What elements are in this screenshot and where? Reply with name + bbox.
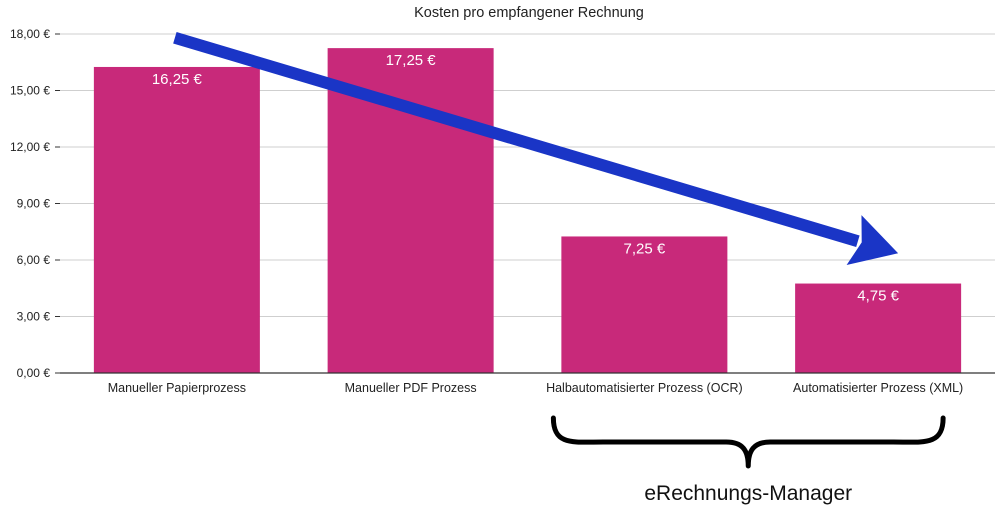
bar (93, 66, 260, 373)
y-tick-label: 15,00 € (10, 84, 50, 98)
bar (561, 236, 728, 373)
bars (93, 48, 962, 373)
bar-value-label: 17,25 € (386, 52, 437, 69)
axes: 0,00 € 3,00 € 6,00 € 9,00 € 12,00 € 15,00 € 18… (10, 27, 995, 395)
bar-value-label: 4,75 € (857, 288, 899, 305)
x-category-label: Automatisierter Prozess (XML) (793, 381, 963, 395)
bar-value-label: 7,25 € (624, 240, 666, 257)
x-category-label: Manueller Papierprozess (108, 381, 246, 395)
y-tick-label: 9,00 € (17, 197, 51, 211)
trend-arrow (173, 32, 899, 266)
brace-label: eRechnungs-Manager (644, 482, 852, 505)
brace-annotation: eRechnungs-Manager (550, 415, 946, 505)
bar (795, 283, 962, 373)
arrow-shaft (173, 32, 860, 247)
curly-brace (550, 415, 946, 469)
value-labels: 16,25 € 17,25 € 7,25 € 4,75 € (152, 52, 900, 304)
y-tick-label: 6,00 € (17, 253, 51, 267)
y-tick-label: 0,00 € (17, 366, 51, 380)
y-tick-label: 12,00 € (10, 140, 50, 154)
y-tick-label: 3,00 € (17, 310, 51, 324)
arrow-head (846, 215, 899, 266)
x-category-label: Halbautomatisierter Prozess (OCR) (546, 381, 743, 395)
x-category-label: Manueller PDF Prozess (345, 381, 477, 395)
bar-value-label: 16,25 € (152, 71, 203, 88)
chart-title: Kosten pro empfangener Rechnung (414, 5, 644, 21)
y-tick-label: 18,00 € (10, 27, 50, 41)
